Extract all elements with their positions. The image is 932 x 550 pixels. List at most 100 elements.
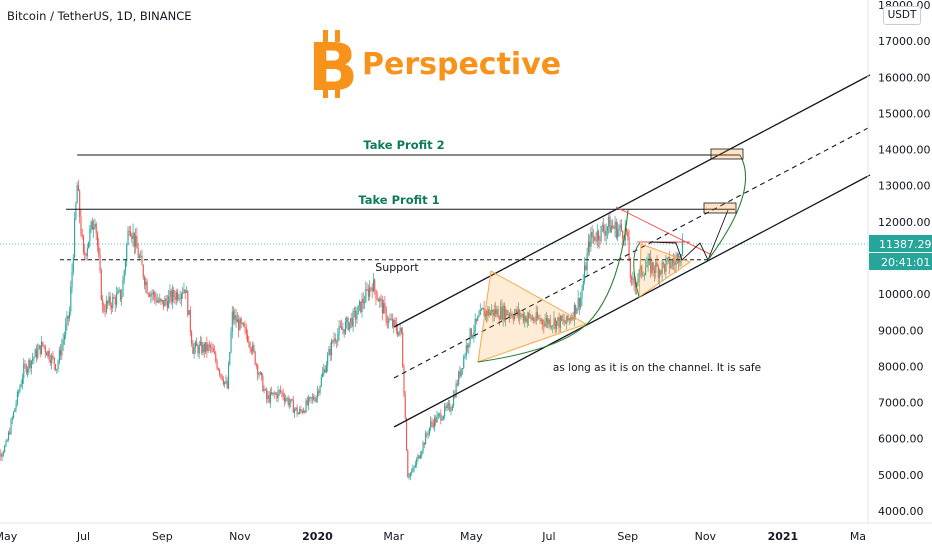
green-arc-4 xyxy=(707,154,747,261)
candle-body xyxy=(608,216,610,227)
candle-body xyxy=(351,317,353,327)
candle-body xyxy=(571,316,573,320)
candle-body xyxy=(332,341,334,343)
candle-body xyxy=(423,442,425,445)
candle-body xyxy=(243,323,245,327)
candle-body xyxy=(288,402,291,405)
candle-body xyxy=(154,292,156,298)
candle-body xyxy=(603,225,605,232)
price-axis[interactable]: 18000.00 17000.00 16000.00 15000.00 14000.00… xyxy=(867,0,932,523)
candle-body xyxy=(419,455,422,459)
candle-body xyxy=(27,368,29,373)
candle-body xyxy=(407,450,409,478)
candle-body xyxy=(255,364,258,366)
candle-body xyxy=(239,318,241,331)
candle-body xyxy=(384,302,386,308)
channel-upper-line xyxy=(393,74,871,328)
candle-body xyxy=(247,334,249,342)
candle-body xyxy=(5,441,7,446)
candle-body xyxy=(521,314,523,316)
price-tick-label: 7000.00 xyxy=(878,397,924,410)
candle-body xyxy=(637,279,639,283)
candle-body xyxy=(80,216,82,235)
candle-body xyxy=(342,329,344,330)
candle-body xyxy=(254,351,256,365)
candle-body xyxy=(191,331,193,344)
candle-body xyxy=(116,293,118,305)
candle-body xyxy=(273,392,275,395)
candle-body xyxy=(261,372,263,376)
candle-body xyxy=(268,395,270,403)
candle-body xyxy=(285,399,287,402)
price-tick-label: 9000.00 xyxy=(878,324,924,337)
candle-body xyxy=(605,230,607,236)
candle-body xyxy=(589,241,591,247)
candle-body xyxy=(422,442,424,452)
channel-mid-line xyxy=(393,126,871,379)
price-tick-label: 13000.00 xyxy=(878,180,931,193)
candle-body xyxy=(201,341,203,353)
candle-body xyxy=(599,239,601,241)
candle-body xyxy=(486,310,488,316)
candle-body xyxy=(512,317,514,320)
candle-body xyxy=(412,468,414,472)
candle-body xyxy=(2,452,4,455)
candle-body xyxy=(576,308,578,314)
candle-body xyxy=(67,315,69,319)
candle-body xyxy=(553,318,555,326)
price-tick-label: 16000.00 xyxy=(878,71,931,84)
candle-body xyxy=(517,309,519,316)
candle-body xyxy=(236,319,238,323)
candle-body xyxy=(575,304,577,314)
candle-body xyxy=(371,288,373,292)
candle-body xyxy=(395,323,397,331)
candle-body xyxy=(61,344,63,356)
candle-body xyxy=(488,309,490,316)
candle-body xyxy=(612,225,614,228)
candle-body xyxy=(474,318,476,332)
candle-body xyxy=(269,392,272,403)
candle-body xyxy=(20,384,22,387)
candle-body xyxy=(580,298,582,308)
candle-body xyxy=(117,291,119,294)
price-tick-label: 12000.00 xyxy=(878,216,931,229)
candle-body xyxy=(25,365,27,373)
candle-body xyxy=(226,380,228,389)
candle-body xyxy=(85,254,87,256)
candle-body xyxy=(174,296,176,300)
candle-body xyxy=(472,335,474,338)
candle-body xyxy=(622,230,624,239)
candle-body xyxy=(403,366,405,396)
candle-body xyxy=(478,315,480,317)
target-box-1 xyxy=(703,202,737,214)
candle-body xyxy=(610,225,612,233)
candle-body xyxy=(598,231,600,240)
candle-body xyxy=(287,398,289,405)
candle-body xyxy=(356,314,358,320)
time-axis[interactable]: May Jul Sep Nov 2020 Mar May Jul Sep Nov 2021 Ma xyxy=(0,522,932,543)
candle-body xyxy=(394,319,396,324)
symbol-title: Bitcoin / TetherUS, 1D, BINANCE xyxy=(7,9,192,23)
candle-body xyxy=(426,433,428,435)
candle-body xyxy=(291,399,293,401)
candle-body xyxy=(405,418,408,451)
currency-button[interactable]: USDT xyxy=(883,6,921,25)
candle-body xyxy=(77,185,79,191)
candle-body xyxy=(670,265,672,269)
candle-body xyxy=(414,464,416,467)
candle-body xyxy=(322,372,324,377)
candle-body xyxy=(526,318,528,323)
candle-body xyxy=(56,368,58,370)
candle-body xyxy=(508,314,511,316)
candle-body xyxy=(681,239,684,254)
time-tick-label: Ma xyxy=(850,530,866,543)
candle-body xyxy=(491,309,493,313)
candle-body xyxy=(456,383,458,385)
candle-body xyxy=(613,227,615,229)
candle-body xyxy=(360,301,362,313)
candle-body xyxy=(369,287,371,297)
candle-body xyxy=(606,226,609,231)
candle-body xyxy=(262,375,264,392)
candle-body xyxy=(313,397,315,400)
